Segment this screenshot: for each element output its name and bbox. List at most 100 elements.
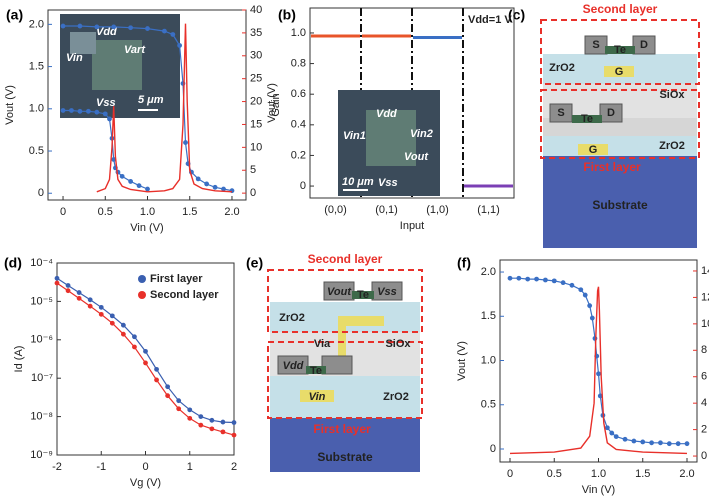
label: Te [614,44,626,56]
y-axis-label: Vout (V) [456,341,468,381]
te-channel [572,115,602,123]
device [366,110,416,166]
gate [604,66,634,77]
panel-label: (b) [278,7,296,23]
label: Vin [309,391,326,403]
series-line [56,282,235,436]
data-point [587,303,593,309]
data-point [675,441,681,447]
data-point [631,438,637,444]
data-point [212,184,218,190]
label: First layer [313,422,371,436]
data-point [176,406,182,412]
y2-tick-label: 5 [250,164,256,176]
data-point [111,24,117,30]
label: Vss [377,286,397,298]
y2-tick-label: 12 [701,291,709,303]
y-tick-label: 1.5 [29,60,44,72]
data-point [177,43,183,48]
x-axis-label: Vin (V) [130,222,163,234]
diagram-e: (e) Second layer Vout Te Vss ZrO2 Via Si… [246,252,423,472]
data-point [231,432,237,438]
label: Te [310,365,322,377]
data-point [98,311,104,317]
y-tick-label: 0.5 [29,145,44,157]
data-point [649,440,654,446]
data-point [87,297,93,303]
data-point [94,24,100,30]
data-point [604,425,610,431]
label: Substrate [317,450,373,464]
dashed-box [267,269,423,333]
y-tick-label: 10⁻⁷ [31,372,53,384]
data-point [220,429,226,435]
y2-tick-label: 2 [701,424,707,436]
data-point [120,322,126,328]
data-point [145,186,150,192]
x-tick-label: 2 [231,461,237,473]
label: ZrO2 [659,140,685,152]
label: ZrO2 [383,391,409,403]
y2-tick-label: 40 [250,4,262,16]
data-point [666,441,672,447]
y2-tick-label: 6 [701,371,707,383]
inset-label: Vout [404,151,429,163]
data-point [195,176,201,182]
data-point [183,140,188,145]
device [70,32,96,54]
data-point [69,108,74,113]
label: ZrO2 [279,312,305,324]
series-line [63,109,148,190]
te-channel [605,46,635,54]
data-point [87,303,93,309]
data-point [609,430,615,436]
inset-label: Vin [66,52,83,64]
label: Second layer [308,252,383,266]
label: G [589,144,598,156]
substrate [543,156,697,248]
dashed-box [540,89,700,159]
dashed-box [267,341,423,419]
y2-tick-label: 10 [250,141,262,153]
data-point [107,116,112,122]
y-tick-label: 10⁻⁹ [30,449,53,461]
x-tick-label: 0 [507,468,513,480]
data-point [132,344,137,350]
data-point [145,26,150,31]
label: Te [581,113,593,125]
data-point [551,278,557,284]
series-line [96,106,148,193]
label: D [640,39,648,51]
electrode [277,355,309,375]
data-point [507,275,513,281]
y2-tick-label: 15 [250,118,262,130]
y2-tick-label: 30 [250,50,262,62]
data-point [154,377,159,383]
data-point [597,393,603,399]
y2-tick-label: 35 [250,27,262,39]
data-point [622,436,628,442]
data-point [60,23,66,29]
data-point [165,393,171,399]
y-tick-label: 0.5 [481,399,496,411]
data-point [98,304,104,310]
gate [300,390,334,402]
data-point [187,407,193,413]
electrode [599,103,623,123]
data-point [120,331,126,337]
data-point [54,275,60,281]
inset-label: Vdd [376,108,397,120]
data-point [109,320,115,326]
x-tick-label: (1,0) [426,204,449,216]
x-tick-label: 0 [142,461,148,473]
data-point [198,422,204,428]
panel-label: (c) [508,7,525,23]
legend-marker [138,291,146,299]
data-point [85,108,91,114]
x-tick-label: 0 [60,206,66,218]
label: D [607,107,615,119]
legend-label: Second layer [150,289,219,301]
y-tick-label: 1.0 [481,354,496,366]
y-axis-label: Id (A) [13,346,25,373]
